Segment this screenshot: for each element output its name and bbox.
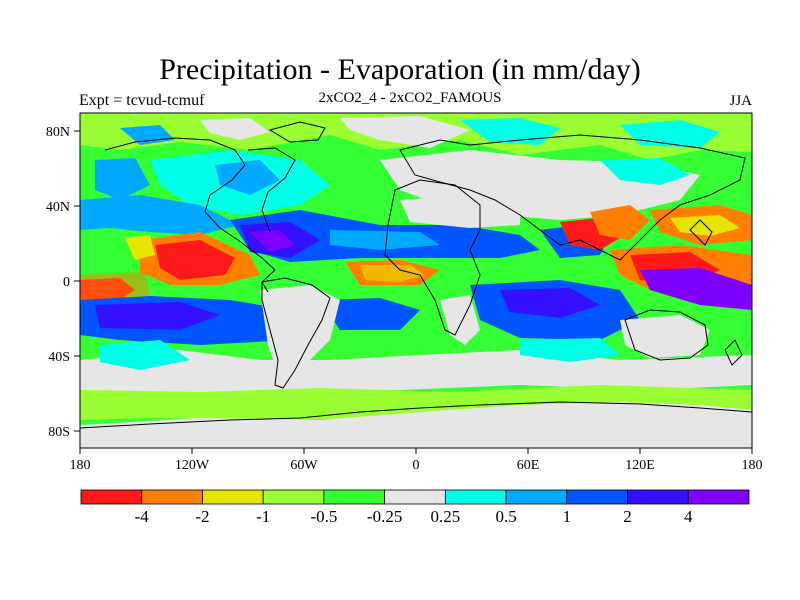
- field-patch: [95, 158, 150, 200]
- lat-tick-label: 80S: [48, 425, 70, 440]
- field-patch: [260, 285, 340, 380]
- colorbar-cell: [262, 489, 325, 505]
- colorbar-label: 0.25: [430, 507, 460, 526]
- colorbar-label: -4: [135, 507, 150, 526]
- coastlines: [80, 121, 752, 429]
- lat-tick-label: 40S: [48, 350, 70, 365]
- season-label: JJA: [729, 93, 752, 109]
- colorbar-cell: [323, 489, 386, 505]
- lon-tick-label: 120E: [625, 458, 655, 473]
- lon-tick-label: 120W: [175, 458, 210, 473]
- field-patch: [95, 302, 220, 330]
- field-patch: [320, 298, 420, 330]
- lon-tick-label: 180: [742, 458, 763, 473]
- chart-title: Precipitation - Evaporation (in mm/day): [159, 53, 641, 86]
- field-patch: [80, 402, 752, 448]
- lat-tick-label: 80N: [46, 125, 70, 140]
- field-patch: [640, 268, 752, 310]
- north-america-coast: [104, 137, 276, 293]
- field-patch: [80, 272, 150, 305]
- field-patch: [340, 116, 470, 148]
- field-patch: [250, 230, 295, 252]
- field-patch: [200, 118, 270, 140]
- field-patch: [215, 160, 280, 195]
- colorbar-label: 2: [623, 507, 632, 526]
- colorbar-cell: [80, 489, 143, 505]
- lon-tick-label: 180: [70, 458, 91, 473]
- field-patch: [155, 240, 235, 280]
- experiment-label: Expt = tcvud-tcmuf: [79, 92, 205, 109]
- lat-axis: 80N 40N 0 40S 80S: [46, 125, 80, 440]
- south-america-coast: [261, 277, 331, 389]
- field-patch: [120, 125, 175, 145]
- colorbar-label: 0.5: [495, 507, 516, 526]
- field-patch: [520, 338, 620, 362]
- antarctica-coast: [80, 401, 752, 429]
- lon-tick-label: 60W: [290, 458, 318, 473]
- lat-tick-label: 40N: [46, 200, 70, 215]
- field-patch: [80, 195, 240, 235]
- lat-tick-label: 0: [63, 275, 70, 290]
- colorbar-cell: [627, 489, 689, 505]
- greenland-coast: [268, 121, 326, 143]
- colorbar-cell: [566, 489, 628, 505]
- colorbar-cell: [202, 489, 264, 505]
- eurasia-coast: [399, 134, 746, 261]
- north-america-east-coast: [247, 147, 296, 233]
- africa-coast: [384, 179, 481, 336]
- field-patch: [100, 340, 190, 370]
- australia-coast: [624, 309, 709, 361]
- field-patch: [80, 350, 752, 395]
- field-patch: [600, 158, 690, 185]
- colorbar-cell: [444, 489, 507, 505]
- colorbar-cell: [141, 489, 203, 505]
- colorbar-label: 4: [684, 507, 693, 526]
- field-patch: [360, 265, 425, 282]
- field-patch: [330, 230, 440, 250]
- lon-tick-label: 60E: [517, 458, 540, 473]
- colorbar: -4 -2 -1 -0.5 -0.25 0.25 0.5 1 2 4: [80, 489, 750, 526]
- colorbar-cell: [505, 489, 568, 505]
- colorbar-label: -2: [195, 507, 209, 526]
- colorbar-label: 1: [563, 507, 572, 526]
- precip-field: [80, 113, 752, 448]
- field-patch: [400, 195, 520, 228]
- colorbar-label: -0.5: [310, 507, 337, 526]
- colorbar-cell: [384, 489, 446, 505]
- lon-axis: 180 120W 60W 0 60E 120E 180: [70, 448, 763, 473]
- colorbar-label: -0.25: [367, 507, 402, 526]
- japan-coast: [689, 219, 713, 246]
- field-patch: [590, 205, 650, 240]
- colorbar-cell: [687, 489, 750, 505]
- comparison-label: 2xCO2_4 - 2xCO2_FAMOUS: [318, 90, 502, 106]
- field-patch: [500, 288, 600, 318]
- new-zealand-coast: [724, 339, 743, 366]
- field-patch: [620, 315, 710, 358]
- lon-tick-label: 0: [413, 458, 420, 473]
- field-patch: [125, 235, 155, 260]
- colorbar-label: -1: [256, 507, 270, 526]
